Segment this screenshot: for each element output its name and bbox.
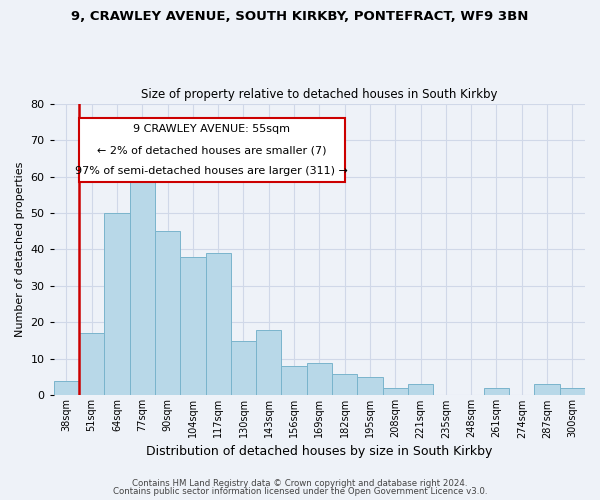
Bar [307, 362, 332, 396]
Bar [104, 213, 130, 396]
Bar [79, 334, 104, 396]
Text: Contains HM Land Registry data © Crown copyright and database right 2024.: Contains HM Land Registry data © Crown c… [132, 478, 468, 488]
Bar [560, 388, 585, 396]
Bar [256, 330, 281, 396]
Bar [408, 384, 433, 396]
Bar [155, 231, 180, 396]
Bar [130, 180, 155, 396]
Bar [484, 388, 509, 396]
Text: 9, CRAWLEY AVENUE, SOUTH KIRKBY, PONTEFRACT, WF9 3BN: 9, CRAWLEY AVENUE, SOUTH KIRKBY, PONTEFR… [71, 10, 529, 23]
Title: Size of property relative to detached houses in South Kirkby: Size of property relative to detached ho… [141, 88, 497, 101]
Bar [281, 366, 307, 396]
Y-axis label: Number of detached properties: Number of detached properties [15, 162, 25, 337]
Bar [383, 388, 408, 396]
FancyBboxPatch shape [79, 118, 344, 182]
Text: 9 CRAWLEY AVENUE: 55sqm: 9 CRAWLEY AVENUE: 55sqm [133, 124, 290, 134]
X-axis label: Distribution of detached houses by size in South Kirkby: Distribution of detached houses by size … [146, 444, 493, 458]
Bar [231, 340, 256, 396]
Text: ← 2% of detached houses are smaller (7): ← 2% of detached houses are smaller (7) [97, 146, 326, 156]
Bar [54, 381, 79, 396]
Text: Contains public sector information licensed under the Open Government Licence v3: Contains public sector information licen… [113, 487, 487, 496]
Bar [358, 377, 383, 396]
Bar [535, 384, 560, 396]
Bar [206, 253, 231, 396]
Bar [332, 374, 358, 396]
Bar [180, 257, 206, 396]
Text: 97% of semi-detached houses are larger (311) →: 97% of semi-detached houses are larger (… [76, 166, 348, 176]
